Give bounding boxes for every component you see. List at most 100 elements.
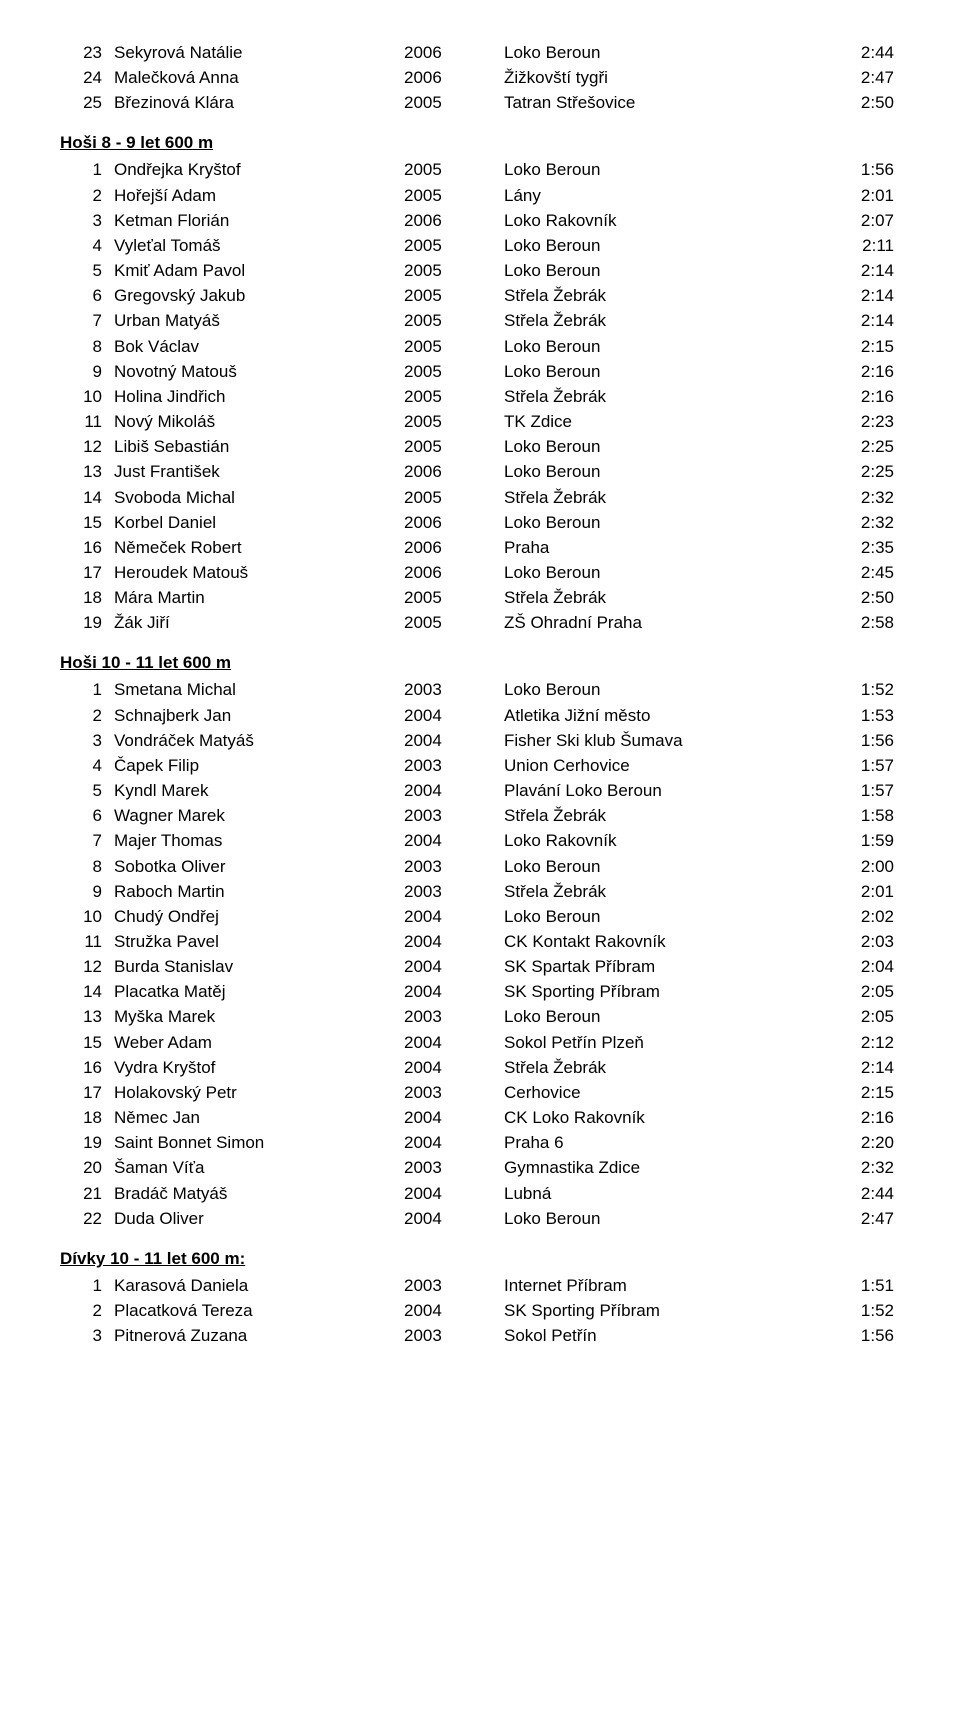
- result-row: 13Myška Marek2003Loko Beroun2:05: [60, 1004, 900, 1029]
- club-cell: Union Cerhovice: [504, 753, 814, 778]
- rank-cell: 15: [60, 510, 114, 535]
- time-cell: 2:14: [814, 1055, 894, 1080]
- name-cell: Karasová Daniela: [114, 1273, 404, 1298]
- name-cell: Just František: [114, 459, 404, 484]
- year-cell: 2004: [404, 728, 504, 753]
- time-cell: 2:00: [814, 854, 894, 879]
- name-cell: Stružka Pavel: [114, 929, 404, 954]
- club-cell: Loko Rakovník: [504, 828, 814, 853]
- year-cell: 2004: [404, 1181, 504, 1206]
- rank-cell: 7: [60, 828, 114, 853]
- rank-cell: 4: [60, 753, 114, 778]
- time-cell: 2:01: [814, 879, 894, 904]
- club-cell: Střela Žebrák: [504, 384, 814, 409]
- rank-cell: 8: [60, 334, 114, 359]
- club-cell: Loko Beroun: [504, 334, 814, 359]
- year-cell: 2005: [404, 308, 504, 333]
- name-cell: Urban Matyáš: [114, 308, 404, 333]
- time-cell: 1:56: [814, 728, 894, 753]
- club-cell: Gymnastika Zdice: [504, 1155, 814, 1180]
- name-cell: Kyndl Marek: [114, 778, 404, 803]
- club-cell: Loko Beroun: [504, 233, 814, 258]
- rank-cell: 20: [60, 1155, 114, 1180]
- rank-cell: 18: [60, 585, 114, 610]
- result-row: 8Sobotka Oliver2003Loko Beroun2:00: [60, 854, 900, 879]
- year-cell: 2003: [404, 803, 504, 828]
- rank-cell: 4: [60, 233, 114, 258]
- rank-cell: 14: [60, 485, 114, 510]
- time-cell: 2:15: [814, 1080, 894, 1105]
- year-cell: 2005: [404, 384, 504, 409]
- result-row: 17Heroudek Matouš2006Loko Beroun2:45: [60, 560, 900, 585]
- club-cell: Tatran Střešovice: [504, 90, 814, 115]
- result-row: 6Gregovský Jakub2005Střela Žebrák2:14: [60, 283, 900, 308]
- club-cell: Loko Beroun: [504, 434, 814, 459]
- name-cell: Placatková Tereza: [114, 1298, 404, 1323]
- result-row: 5Kmiť Adam Pavol2005Loko Beroun2:14: [60, 258, 900, 283]
- rank-cell: 1: [60, 1273, 114, 1298]
- time-cell: 2:50: [814, 90, 894, 115]
- club-cell: Loko Beroun: [504, 258, 814, 283]
- section-heading: Hoši 10 - 11 let 600 m: [60, 653, 900, 673]
- year-cell: 2006: [404, 510, 504, 535]
- result-row: 10Holina Jindřich2005Střela Žebrák2:16: [60, 384, 900, 409]
- year-cell: 2003: [404, 1155, 504, 1180]
- club-cell: Lány: [504, 183, 814, 208]
- year-cell: 2006: [404, 535, 504, 560]
- name-cell: Novotný Matouš: [114, 359, 404, 384]
- time-cell: 1:53: [814, 703, 894, 728]
- year-cell: 2003: [404, 879, 504, 904]
- result-row: 3Pitnerová Zuzana2003Sokol Petřín1:56: [60, 1323, 900, 1348]
- name-cell: Smetana Michal: [114, 677, 404, 702]
- rank-cell: 25: [60, 90, 114, 115]
- time-cell: 1:57: [814, 778, 894, 803]
- time-cell: 2:47: [814, 1206, 894, 1231]
- result-row: 15Korbel Daniel2006Loko Beroun2:32: [60, 510, 900, 535]
- name-cell: Svoboda Michal: [114, 485, 404, 510]
- result-row: 2Schnajberk Jan2004Atletika Jižní město1…: [60, 703, 900, 728]
- rank-cell: 2: [60, 183, 114, 208]
- year-cell: 2005: [404, 233, 504, 258]
- year-cell: 2004: [404, 1055, 504, 1080]
- rank-cell: 12: [60, 954, 114, 979]
- year-cell: 2005: [404, 157, 504, 182]
- time-cell: 2:14: [814, 258, 894, 283]
- result-row: 25Březinová Klára2005Tatran Střešovice2:…: [60, 90, 900, 115]
- rank-cell: 18: [60, 1105, 114, 1130]
- club-cell: Praha 6: [504, 1130, 814, 1155]
- result-row: 1Smetana Michal2003Loko Beroun1:52: [60, 677, 900, 702]
- time-cell: 2:58: [814, 610, 894, 635]
- rank-cell: 21: [60, 1181, 114, 1206]
- result-row: 2Placatková Tereza2004SK Sporting Příbra…: [60, 1298, 900, 1323]
- name-cell: Nový Mikoláš: [114, 409, 404, 434]
- year-cell: 2005: [404, 485, 504, 510]
- time-cell: 2:23: [814, 409, 894, 434]
- name-cell: Saint Bonnet Simon: [114, 1130, 404, 1155]
- year-cell: 2006: [404, 459, 504, 484]
- result-row: 16Němeček Robert2006Praha2:35: [60, 535, 900, 560]
- result-row: 16Vydra Kryštof2004Střela Žebrák2:14: [60, 1055, 900, 1080]
- club-cell: Loko Beroun: [504, 560, 814, 585]
- year-cell: 2003: [404, 1273, 504, 1298]
- time-cell: 2:35: [814, 535, 894, 560]
- year-cell: 2006: [404, 208, 504, 233]
- time-cell: 2:14: [814, 283, 894, 308]
- club-cell: Loko Beroun: [504, 510, 814, 535]
- time-cell: 2:32: [814, 1155, 894, 1180]
- club-cell: ZŠ Ohradní Praha: [504, 610, 814, 635]
- result-row: 15Weber Adam2004Sokol Petřín Plzeň2:12: [60, 1030, 900, 1055]
- name-cell: Weber Adam: [114, 1030, 404, 1055]
- club-cell: Loko Beroun: [504, 677, 814, 702]
- name-cell: Korbel Daniel: [114, 510, 404, 535]
- club-cell: Plavání Loko Beroun: [504, 778, 814, 803]
- result-row: 3Ketman Florián2006Loko Rakovník2:07: [60, 208, 900, 233]
- time-cell: 2:44: [814, 40, 894, 65]
- name-cell: Vydra Kryštof: [114, 1055, 404, 1080]
- club-cell: Atletika Jižní město: [504, 703, 814, 728]
- time-cell: 2:05: [814, 979, 894, 1004]
- name-cell: Chudý Ondřej: [114, 904, 404, 929]
- time-cell: 2:04: [814, 954, 894, 979]
- year-cell: 2003: [404, 1080, 504, 1105]
- name-cell: Holina Jindřich: [114, 384, 404, 409]
- name-cell: Wagner Marek: [114, 803, 404, 828]
